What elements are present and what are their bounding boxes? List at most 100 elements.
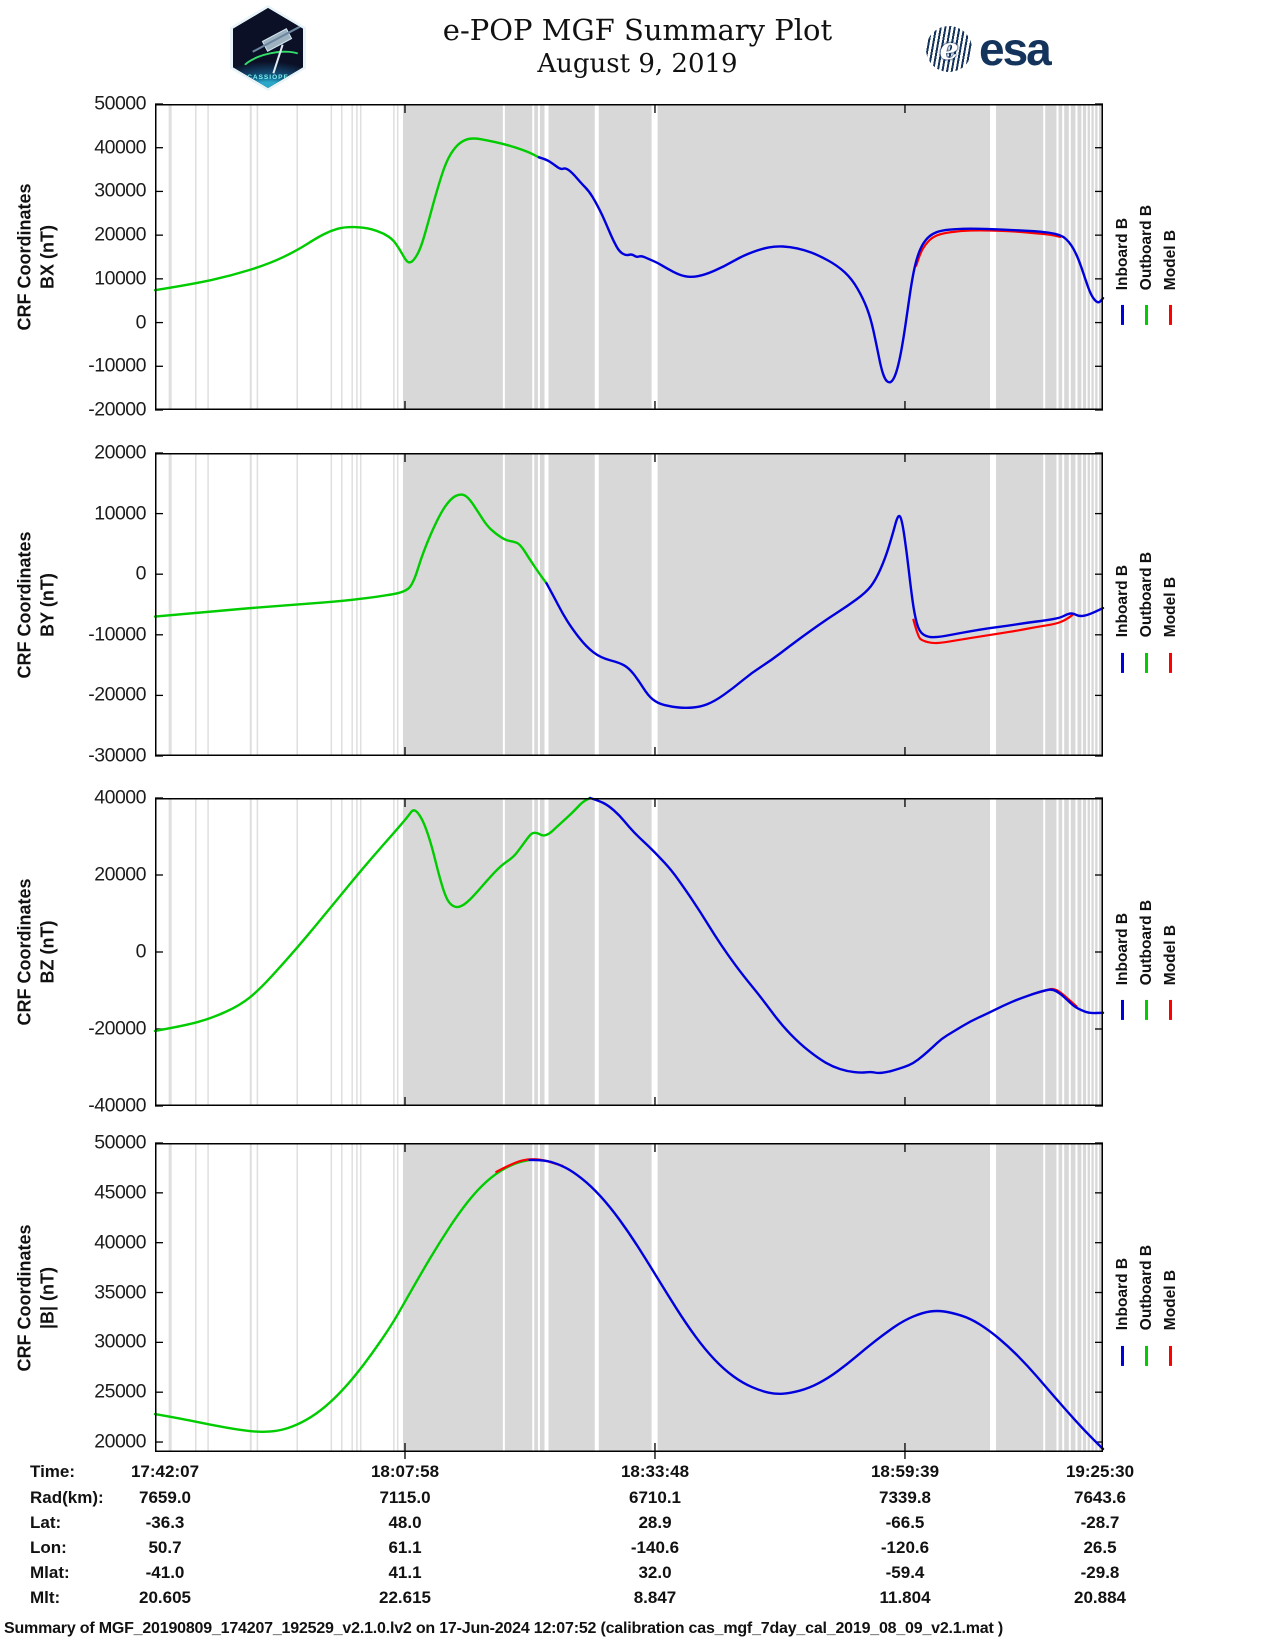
legend-swatch-model (1169, 999, 1172, 1020)
footer-value: 48.0 (388, 1513, 422, 1532)
legend-item-outboard: Outboard B (1136, 1207, 1157, 1366)
footer-label-lon: Lon: (30, 1538, 67, 1557)
footer-value: -36.3 (145, 1513, 185, 1532)
footer-value: 20.884 (1074, 1588, 1126, 1607)
legend-item-inboard: Inboard B (1112, 167, 1133, 325)
footer-value: -59.4 (885, 1563, 925, 1582)
esa-logo: e esa (926, 23, 1052, 75)
plot-area-bmag (153, 1142, 1105, 1459)
legend-label-inboard: Inboard B (1113, 217, 1131, 290)
y-axis-tick-label: -10000 (88, 623, 146, 646)
footer-value: 50.7 (148, 1538, 182, 1557)
esa-wordmark: esa (979, 23, 1052, 75)
legend-label-inboard: Inboard B (1113, 565, 1131, 638)
y-axis-tick-label: 40000 (94, 786, 146, 809)
y-axis-label-line1: CRF Coordinates (14, 1223, 35, 1372)
legend-by: Inboard B Outboard B Model B (1112, 514, 1181, 673)
footer-value: 22.615 (379, 1588, 431, 1607)
legend-label-model: Model B (1161, 229, 1179, 290)
y-axis-label-bmag: CRF Coordinates |B| (nT) (14, 1224, 61, 1371)
legend-item-inboard: Inboard B (1112, 514, 1133, 673)
legend-label-model: Model B (1161, 924, 1179, 985)
legend-item-model: Model B (1160, 1207, 1181, 1366)
legend-item-model: Model B (1160, 514, 1181, 673)
y-axis-tick-label: 10000 (94, 502, 146, 525)
panel-by: CRF Coordinates BY (nT) Inboard B Outboa… (15, 442, 1179, 767)
panel-bmag: CRF Coordinates |B| (nT) Inboard B Outbo… (15, 1132, 1179, 1459)
footer-value: 32.0 (638, 1563, 672, 1582)
footer-label-rad: Rad(km): (30, 1488, 104, 1507)
figure-title: e-POP MGF Summary Plot (442, 13, 833, 47)
legend-swatch-outboard (1145, 652, 1148, 673)
y-axis-tick-label: 20000 (94, 441, 146, 464)
y-axis-tick-label: 30000 (94, 179, 146, 202)
legend-label-model: Model B (1161, 1270, 1179, 1331)
legend-swatch-inboard (1121, 1345, 1124, 1366)
legend-label-inboard: Inboard B (1113, 1258, 1131, 1331)
footer-value: 18:33:48 (620, 1462, 690, 1481)
y-axis-label-bx: CRF Coordinates BX (nT) (14, 183, 61, 330)
y-axis-label-line1: CRF Coordinates (14, 530, 35, 679)
cassiope-mission-patch: CASSIOPE (230, 5, 306, 91)
summary-line: Summary of MGF_20190809_174207_192529_v2… (4, 1620, 1003, 1637)
plot-area-bz (153, 796, 1105, 1107)
y-axis-tick-label: 20000 (94, 223, 146, 246)
y-axis-label-line1: CRF Coordinates (14, 878, 35, 1026)
legend-label-outboard: Outboard B (1137, 1245, 1155, 1331)
legend-swatch-model (1169, 1345, 1172, 1366)
y-axis-tick-label: -30000 (88, 744, 146, 767)
legend-swatch-model (1169, 304, 1172, 325)
y-axis-label-line2: BX (nT) (38, 225, 58, 289)
footer-value: 19:25:30 (1065, 1462, 1135, 1481)
title-block: e-POP MGF Summary Plot August 9, 2019 (0, 12, 1275, 81)
satellite-icon (261, 28, 293, 52)
y-axis-tick-label: 50000 (94, 92, 146, 115)
y-axis-tick-label: 20000 (94, 1430, 146, 1453)
legend-swatch-outboard (1145, 304, 1148, 325)
legend-item-model: Model B (1160, 862, 1181, 1020)
legend-label-outboard: Outboard B (1137, 899, 1155, 985)
legend-item-model: Model B (1160, 167, 1181, 325)
footer-value: 11.804 (879, 1588, 931, 1607)
esa-globe-icon: e (926, 26, 972, 72)
legend-bmag: Inboard B Outboard B Model B (1112, 1207, 1181, 1366)
aurora-arc-icon (236, 45, 303, 88)
figure-date: August 9, 2019 (537, 49, 738, 80)
footer-row-mlat: Mlat: -41.0 41.1 32.0 -59.4 -29.8 (0, 1563, 1275, 1588)
footer-label-time: Time: (30, 1462, 76, 1481)
y-axis-tick-label: 20000 (94, 863, 146, 886)
y-axis-tick-label: 0 (135, 311, 147, 334)
y-axis-label-line2: BZ (nT) (38, 920, 58, 984)
y-axis-tick-label: -10000 (88, 354, 146, 377)
cassiope-patch-label: CASSIOPE (247, 74, 289, 81)
plot-area-bx (153, 103, 1105, 411)
footer-value: 7339.8 (879, 1488, 931, 1507)
footer-value: 41.1 (388, 1563, 422, 1582)
footer-value: 7643.6 (1074, 1488, 1126, 1507)
footer-label-mlt: Mlt: (30, 1588, 61, 1607)
y-axis-label-bz: CRF Coordinates BZ (nT) (14, 878, 61, 1025)
footer-value: 7115.0 (379, 1488, 431, 1507)
footer-label-lat: Lat: (30, 1513, 62, 1532)
footer-value: 20.605 (139, 1588, 191, 1607)
footer-value: 17:42:07 (130, 1462, 200, 1481)
legend-label-model: Model B (1161, 577, 1179, 638)
legend-swatch-outboard (1145, 1345, 1148, 1366)
legend-item-outboard: Outboard B (1136, 514, 1157, 673)
cassiope-patch-art: CASSIOPE (233, 8, 303, 88)
y-axis-tick-label: 35000 (94, 1281, 146, 1304)
legend-swatch-inboard (1121, 652, 1124, 673)
y-axis-label-line2: |B| (nT) (38, 1266, 58, 1329)
footer-row-lat: Lat: -36.3 48.0 28.9 -66.5 -28.7 (0, 1513, 1275, 1538)
y-axis-tick-label: 40000 (94, 136, 146, 159)
legend-bz: Inboard B Outboard B Model B (1112, 862, 1181, 1020)
legend-item-outboard: Outboard B (1136, 862, 1157, 1020)
y-axis-tick-label: 0 (135, 940, 147, 963)
footer-row-rad: Rad(km): 7659.0 7115.0 6710.1 7339.8 764… (0, 1488, 1275, 1513)
y-axis-tick-label: 10000 (94, 267, 146, 290)
legend-swatch-outboard (1145, 999, 1148, 1020)
panel-bz: CRF Coordinates BZ (nT) Inboard B Outboa… (15, 787, 1179, 1117)
y-axis-tick-label: -20000 (88, 1017, 146, 1040)
footer-row-mlt: Mlt: 20.605 22.615 8.847 11.804 20.884 (0, 1588, 1275, 1613)
footer-value: -140.6 (630, 1538, 680, 1557)
